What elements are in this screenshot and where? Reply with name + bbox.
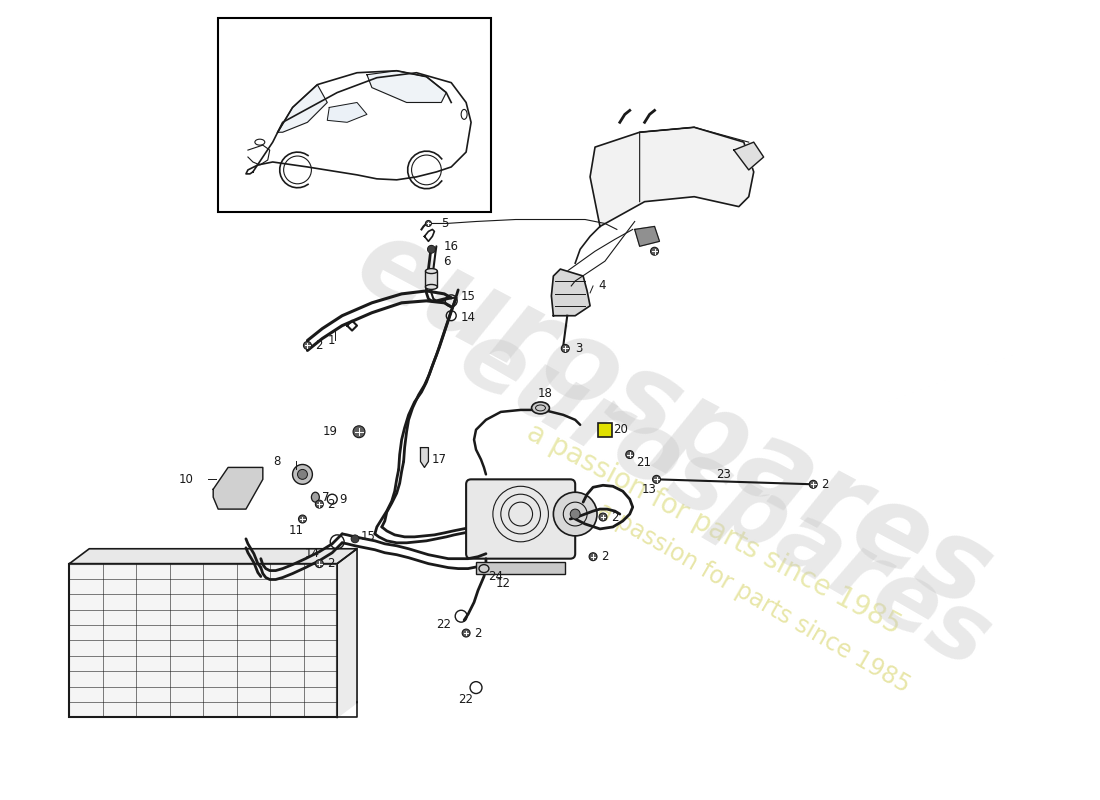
Text: eurospares: eurospares	[339, 208, 1010, 632]
Bar	[598, 423, 612, 437]
Text: eurospares: eurospares	[442, 310, 1005, 688]
Text: 4: 4	[598, 279, 605, 293]
Text: 8: 8	[273, 455, 280, 468]
Text: 11: 11	[289, 525, 304, 538]
Circle shape	[810, 480, 817, 488]
Text: 2: 2	[316, 339, 323, 352]
Text: 2: 2	[821, 478, 828, 490]
Polygon shape	[328, 102, 367, 122]
Bar	[426, 271, 438, 287]
Polygon shape	[277, 85, 328, 132]
Circle shape	[293, 465, 312, 484]
Bar	[69, 564, 338, 718]
Polygon shape	[635, 226, 660, 246]
Circle shape	[553, 492, 597, 536]
Circle shape	[570, 509, 580, 519]
Circle shape	[316, 500, 323, 508]
Text: 14: 14	[305, 547, 319, 560]
Text: 23: 23	[716, 468, 730, 481]
Circle shape	[590, 553, 597, 561]
Ellipse shape	[531, 402, 549, 414]
FancyBboxPatch shape	[466, 479, 575, 558]
Text: 18: 18	[538, 386, 552, 399]
Text: 2: 2	[328, 557, 334, 570]
Circle shape	[600, 513, 607, 521]
Text: 19: 19	[322, 426, 338, 438]
Circle shape	[462, 629, 470, 637]
Text: 10: 10	[178, 473, 194, 486]
Polygon shape	[338, 549, 358, 718]
Circle shape	[561, 345, 570, 352]
Ellipse shape	[478, 565, 488, 573]
Text: 22: 22	[436, 618, 451, 630]
Circle shape	[428, 246, 436, 254]
Circle shape	[351, 535, 359, 543]
Text: 3: 3	[575, 342, 583, 355]
Circle shape	[298, 515, 307, 523]
Ellipse shape	[311, 492, 319, 502]
Text: 2: 2	[610, 510, 618, 523]
Ellipse shape	[426, 269, 438, 274]
Text: 6: 6	[443, 254, 451, 268]
Text: 15: 15	[461, 290, 476, 303]
Circle shape	[626, 450, 634, 458]
Text: 20: 20	[613, 423, 628, 436]
Circle shape	[426, 221, 431, 226]
Circle shape	[297, 470, 307, 479]
Text: 1: 1	[328, 334, 334, 347]
Text: 7: 7	[322, 490, 330, 504]
Circle shape	[652, 475, 660, 483]
Circle shape	[650, 247, 659, 255]
Text: 2: 2	[601, 550, 608, 563]
Polygon shape	[734, 142, 763, 170]
Polygon shape	[551, 269, 590, 316]
Text: 17: 17	[431, 453, 447, 466]
Polygon shape	[367, 70, 447, 102]
Text: 2: 2	[474, 626, 482, 639]
Circle shape	[353, 426, 365, 438]
Text: 21: 21	[636, 456, 651, 469]
Circle shape	[316, 560, 323, 568]
Polygon shape	[590, 127, 754, 226]
Text: 14: 14	[461, 311, 476, 324]
Text: 24: 24	[488, 570, 503, 583]
Text: 16: 16	[443, 240, 459, 253]
Text: 15: 15	[361, 530, 376, 543]
Polygon shape	[69, 549, 358, 564]
Text: 22: 22	[459, 693, 474, 706]
Bar	[476, 562, 565, 574]
Polygon shape	[420, 448, 428, 467]
Circle shape	[304, 342, 311, 350]
Text: 13: 13	[641, 482, 657, 496]
Text: a passion for parts since 1985: a passion for parts since 1985	[593, 498, 914, 698]
Bar	[218, 18, 491, 211]
Text: 5: 5	[441, 217, 449, 230]
Text: 2: 2	[328, 498, 334, 510]
Polygon shape	[213, 467, 263, 509]
Text: 12: 12	[496, 577, 510, 590]
Text: 9: 9	[339, 493, 346, 506]
Ellipse shape	[426, 285, 438, 290]
Text: a passion for parts since 1985: a passion for parts since 1985	[522, 418, 906, 640]
